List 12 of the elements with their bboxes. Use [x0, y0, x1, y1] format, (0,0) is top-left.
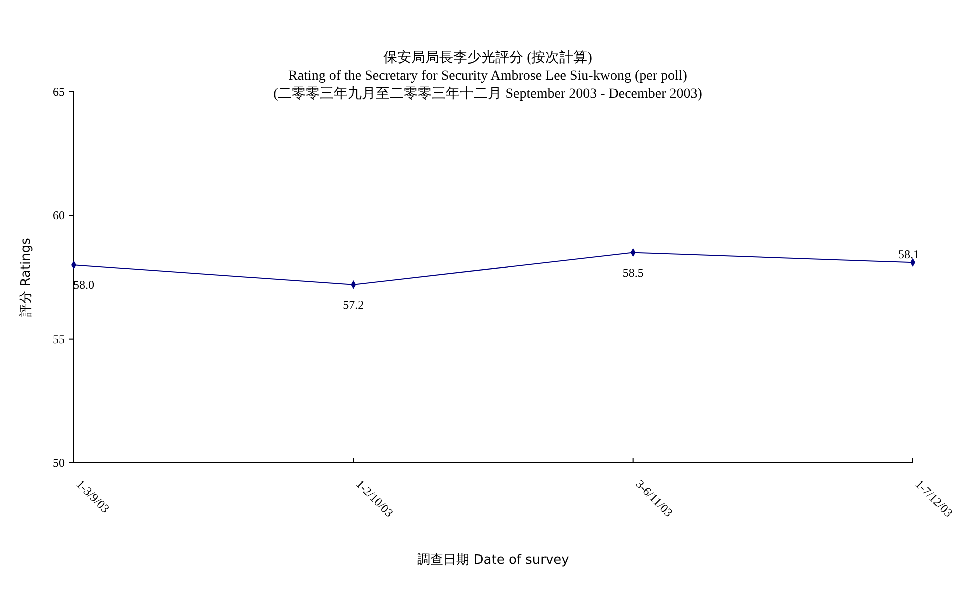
- data-label: 58.1: [898, 248, 920, 262]
- data-label: 58.0: [74, 278, 94, 292]
- y-tick-label: 60: [53, 208, 65, 223]
- x-axis-title: 調查日期 Date of survey: [418, 553, 570, 568]
- chart-subtitle: Rating of the Secretary for Security Ambrose Lee Siu-kwong (per poll) (二零零三年九月至二零零三年十二月 September 2003 - December 2003): [274, 69, 703, 102]
- chart-title: 保安局局長李少光評分 (按次計算): [384, 50, 593, 66]
- data-label: 58.5: [622, 266, 644, 280]
- y-tick-label: 65: [53, 85, 65, 99]
- data-label: 57.2: [343, 298, 364, 312]
- y-tick-label: 55: [53, 332, 65, 346]
- y-tick-label: 50: [53, 456, 65, 470]
- y-axis-title: 評分 Ratings: [19, 238, 34, 317]
